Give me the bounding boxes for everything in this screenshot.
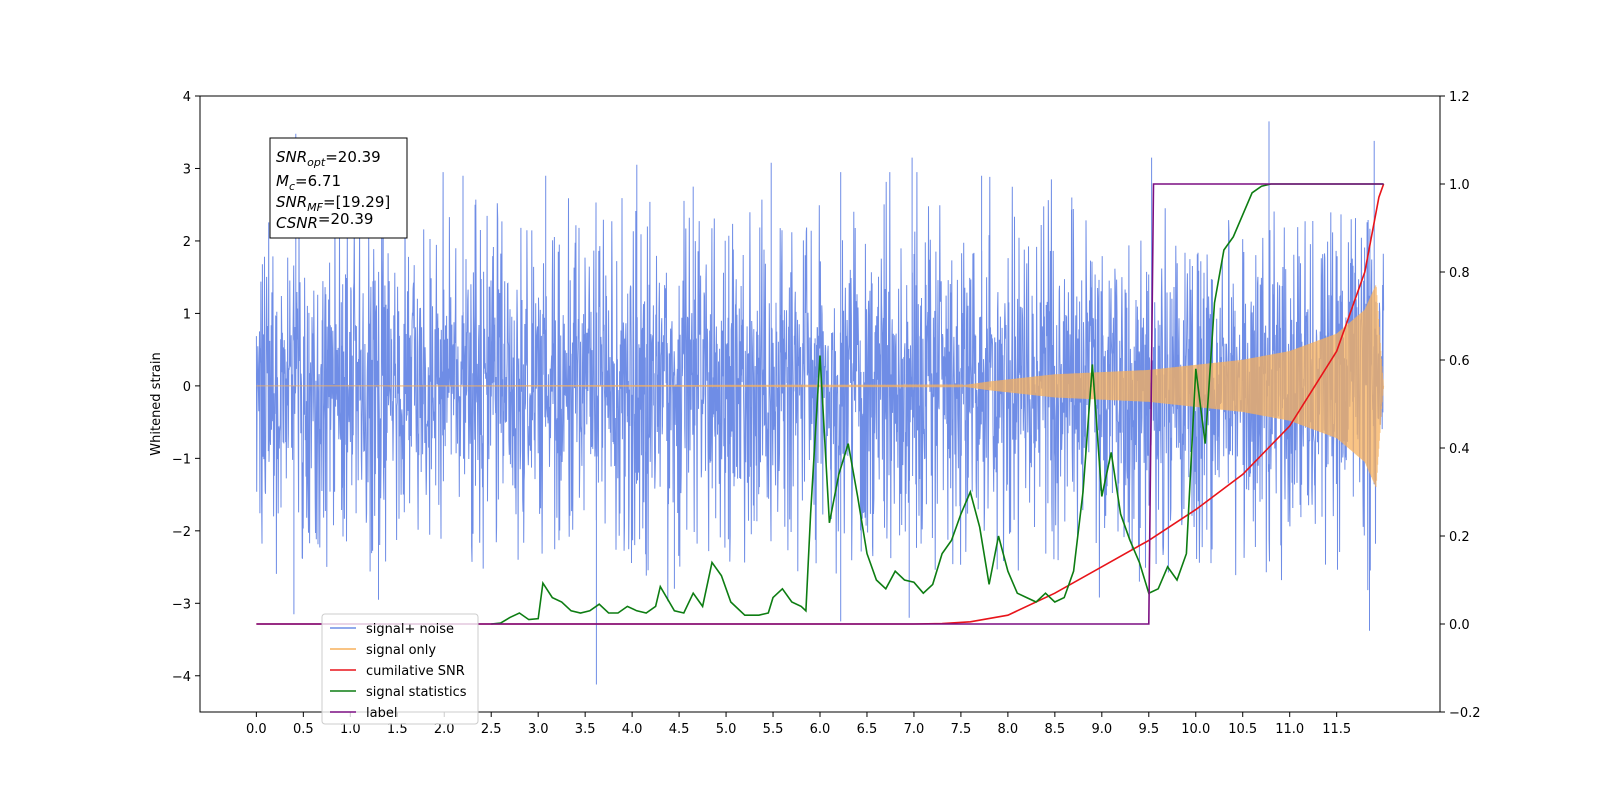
legend-entry-4: label bbox=[366, 706, 397, 721]
y-axis-left: 4 3 2 1 0 −1 −2 −3 −4 bbox=[172, 90, 200, 685]
annotation-line-snr-mf: SNRMF=[19.29] bbox=[276, 193, 390, 214]
series-line-3 bbox=[491, 183, 1384, 625]
legend-frame bbox=[321, 613, 479, 725]
x-tick-label: 2.5 bbox=[481, 722, 502, 737]
y-tick-label: −3 bbox=[172, 597, 191, 612]
x-tick-label: 4.0 bbox=[622, 722, 643, 737]
series-line-4 bbox=[256, 183, 1384, 625]
x-tick-label: 8.5 bbox=[1045, 722, 1066, 737]
legend-entry-1: signal only bbox=[366, 643, 436, 658]
y-tick-label: −4 bbox=[172, 670, 191, 685]
x-tick-label: 1.5 bbox=[387, 722, 408, 737]
x-tick-label: 3.5 bbox=[575, 722, 596, 737]
x-tick-label: 8.0 bbox=[998, 722, 1019, 737]
annotation-frame bbox=[269, 137, 408, 239]
x-tick-label: 4.5 bbox=[669, 722, 690, 737]
y2-tick-label: 0.6 bbox=[1449, 354, 1470, 369]
y-tick-label: 2 bbox=[183, 235, 191, 250]
x-tick-label: 6.5 bbox=[857, 722, 878, 737]
x-tick-label: 5.5 bbox=[763, 722, 784, 737]
x-tick-label: 3.0 bbox=[528, 722, 549, 737]
x-tick-label: 7.0 bbox=[904, 722, 925, 737]
y-tick-label: 0 bbox=[183, 380, 191, 395]
y-axis-right: 1.2 1.0 0.8 0.6 0.4 0.2 0.0 −0.2 bbox=[1440, 90, 1481, 721]
x-tick-label: 11.0 bbox=[1275, 722, 1304, 737]
x-tick-label: 11.5 bbox=[1322, 722, 1351, 737]
annotation-line-snr-opt: SNRopt=20.39 bbox=[276, 148, 381, 169]
y2-tick-label: 0.0 bbox=[1449, 618, 1470, 633]
y2-tick-label: 0.2 bbox=[1449, 530, 1470, 545]
x-tick-label: 9.0 bbox=[1091, 722, 1112, 737]
legend-entry-3: signal statistics bbox=[366, 685, 467, 700]
annotation-line-mc: Mc=6.71 bbox=[276, 172, 341, 193]
x-tick-label: 1.0 bbox=[340, 722, 361, 737]
y-tick-label: −1 bbox=[172, 452, 191, 467]
series-line-1 bbox=[256, 285, 1385, 488]
y2-tick-label: 1.2 bbox=[1449, 90, 1470, 105]
x-tick-label: 9.5 bbox=[1138, 722, 1159, 737]
x-tick-label: 2.0 bbox=[434, 722, 455, 737]
y2-tick-label: 1.0 bbox=[1449, 178, 1470, 193]
series-line-2 bbox=[256, 183, 1385, 625]
x-tick-label: 6.0 bbox=[810, 722, 831, 737]
y2-tick-label: −0.2 bbox=[1449, 706, 1481, 721]
x-tick-label: 5.0 bbox=[716, 722, 737, 737]
x-tick-label: 7.5 bbox=[951, 722, 972, 737]
annotation-box: SNRopt=20.39 Mc=6.71 SNRMF=[19.29] CSNR=… bbox=[269, 137, 408, 239]
y-tick-label: −2 bbox=[172, 525, 191, 540]
annotation-line-csnr: CSNR=20.39 bbox=[276, 210, 373, 232]
y-tick-label: 4 bbox=[183, 90, 191, 105]
y-tick-label: 1 bbox=[183, 307, 191, 322]
x-tick-label: 0.0 bbox=[246, 722, 267, 737]
legend-entry-2: cumilative SNR bbox=[366, 664, 465, 679]
series-layer bbox=[255, 121, 1385, 685]
x-tick-label: 10.5 bbox=[1228, 722, 1257, 737]
y-axis-label: Whitened strain bbox=[149, 352, 164, 455]
legend-items: signal+ noise signal only cumilative SNR si… bbox=[330, 622, 467, 721]
y-tick-label: 3 bbox=[183, 162, 191, 177]
x-tick-label: 0.5 bbox=[293, 722, 314, 737]
x-axis: 0.0 0.5 1.0 1.5 2.0 2.5 3.0 3.5 4.0 4.5 5.0 5.5 6.0 6… bbox=[246, 712, 1351, 737]
y2-tick-label: 0.4 bbox=[1449, 442, 1470, 457]
legend-entry-0: signal+ noise bbox=[366, 622, 454, 637]
x-tick-label: 10.0 bbox=[1181, 722, 1210, 737]
y2-tick-label: 0.8 bbox=[1449, 266, 1470, 281]
series-line-0 bbox=[255, 121, 1385, 685]
legend: signal+ noise signal only cumilative SNR si… bbox=[321, 613, 479, 725]
